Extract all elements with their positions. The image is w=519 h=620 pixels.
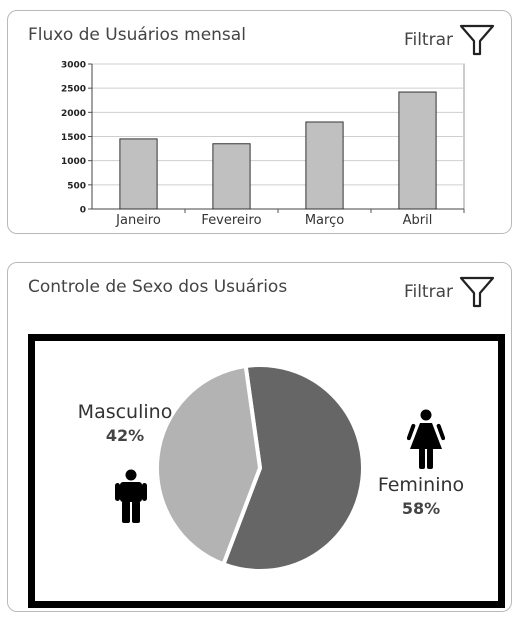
masculino-label: Masculino 42%: [70, 401, 180, 445]
pie-chart: [154, 363, 365, 573]
bar-chart-title: Fluxo de Usuários mensal: [28, 25, 246, 45]
funnel-icon: [459, 24, 495, 56]
bar-março: [305, 121, 344, 210]
pie-slice-feminino: [221, 363, 365, 573]
pie-filter-button[interactable]: Filtrar: [404, 275, 495, 309]
pie-chart-frame: Masculino 42% Feminino 58%: [28, 334, 505, 608]
x-tick-label: Fevereiro: [201, 213, 261, 228]
y-tick-label: 500: [67, 181, 86, 191]
funnel-icon: [459, 276, 495, 308]
feminino-name: Feminino: [377, 474, 465, 496]
masculino-name: Masculino: [77, 401, 173, 423]
bar-abril: [398, 91, 437, 210]
y-tick-label: 2000: [61, 109, 86, 119]
y-tick-label: 0: [80, 206, 86, 216]
x-tick-label: Março: [305, 213, 344, 228]
monthly-user-flow-card: Fluxo de Usuários mensal Filtrar 0 500 100…: [7, 10, 512, 234]
feminino-percent: 58%: [401, 499, 441, 518]
pie-filter-label: Filtrar: [403, 282, 453, 302]
feminino-label: Feminino 58%: [371, 474, 471, 518]
y-tick-label: 3000: [61, 61, 86, 71]
bar-filter-label: Filtrar: [403, 30, 453, 50]
bar-chart: 0 500 1000 1500 2000 2500 3000 Janeiro Fevereiro…: [61, 61, 465, 228]
bar-fevereiro: [212, 143, 251, 210]
bar-janeiro: [119, 138, 158, 210]
pie-slice-masculino: [154, 364, 262, 567]
y-tick-label: 1000: [61, 157, 86, 167]
female-person-icon: [407, 409, 445, 469]
bar-filter-button[interactable]: Filtrar: [404, 23, 495, 57]
y-tick-label: 1500: [61, 133, 86, 143]
x-tick-label: Janeiro: [115, 213, 161, 228]
gender-control-card: Controle de Sexo dos Usuários Filtrar Ma…: [7, 262, 512, 612]
pie-chart-title: Controle de Sexo dos Usuários: [28, 277, 288, 297]
y-tick-label: 2500: [61, 85, 86, 95]
masculino-percent: 42%: [105, 426, 145, 445]
male-person-icon: [115, 469, 147, 523]
x-tick-label: Abril: [403, 213, 433, 228]
